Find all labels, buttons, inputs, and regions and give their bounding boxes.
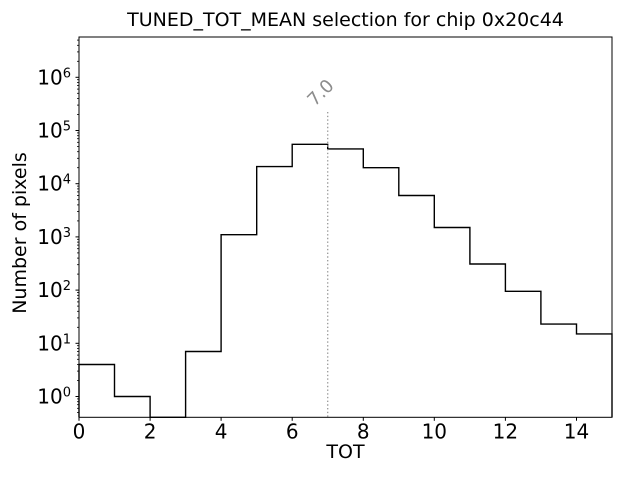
y-tick-label: 103 <box>37 225 71 249</box>
x-tick-label: 0 <box>73 420 86 444</box>
y-axis-title: Number of pixels <box>9 152 31 314</box>
chart-title: TUNED_TOT_MEAN selection for chip 0x20c4… <box>127 9 564 31</box>
x-tick-label: 10 <box>422 420 447 444</box>
x-axis-title: TOT <box>326 441 365 463</box>
x-tick-label: 12 <box>493 420 518 444</box>
y-tick-label: 102 <box>37 278 71 302</box>
x-tick-label: 8 <box>357 420 370 444</box>
plot-frame <box>78 36 613 418</box>
y-tick-label: 105 <box>37 119 71 143</box>
x-tick-label: 2 <box>144 420 157 444</box>
y-tick-label: 106 <box>37 65 71 89</box>
x-tick-label: 6 <box>286 420 299 444</box>
y-tick-label: 100 <box>37 385 71 409</box>
y-tick-label: 104 <box>37 172 71 196</box>
y-tick-label: 101 <box>37 331 71 355</box>
x-tick-label: 14 <box>564 420 589 444</box>
x-tick-label: 4 <box>215 420 228 444</box>
